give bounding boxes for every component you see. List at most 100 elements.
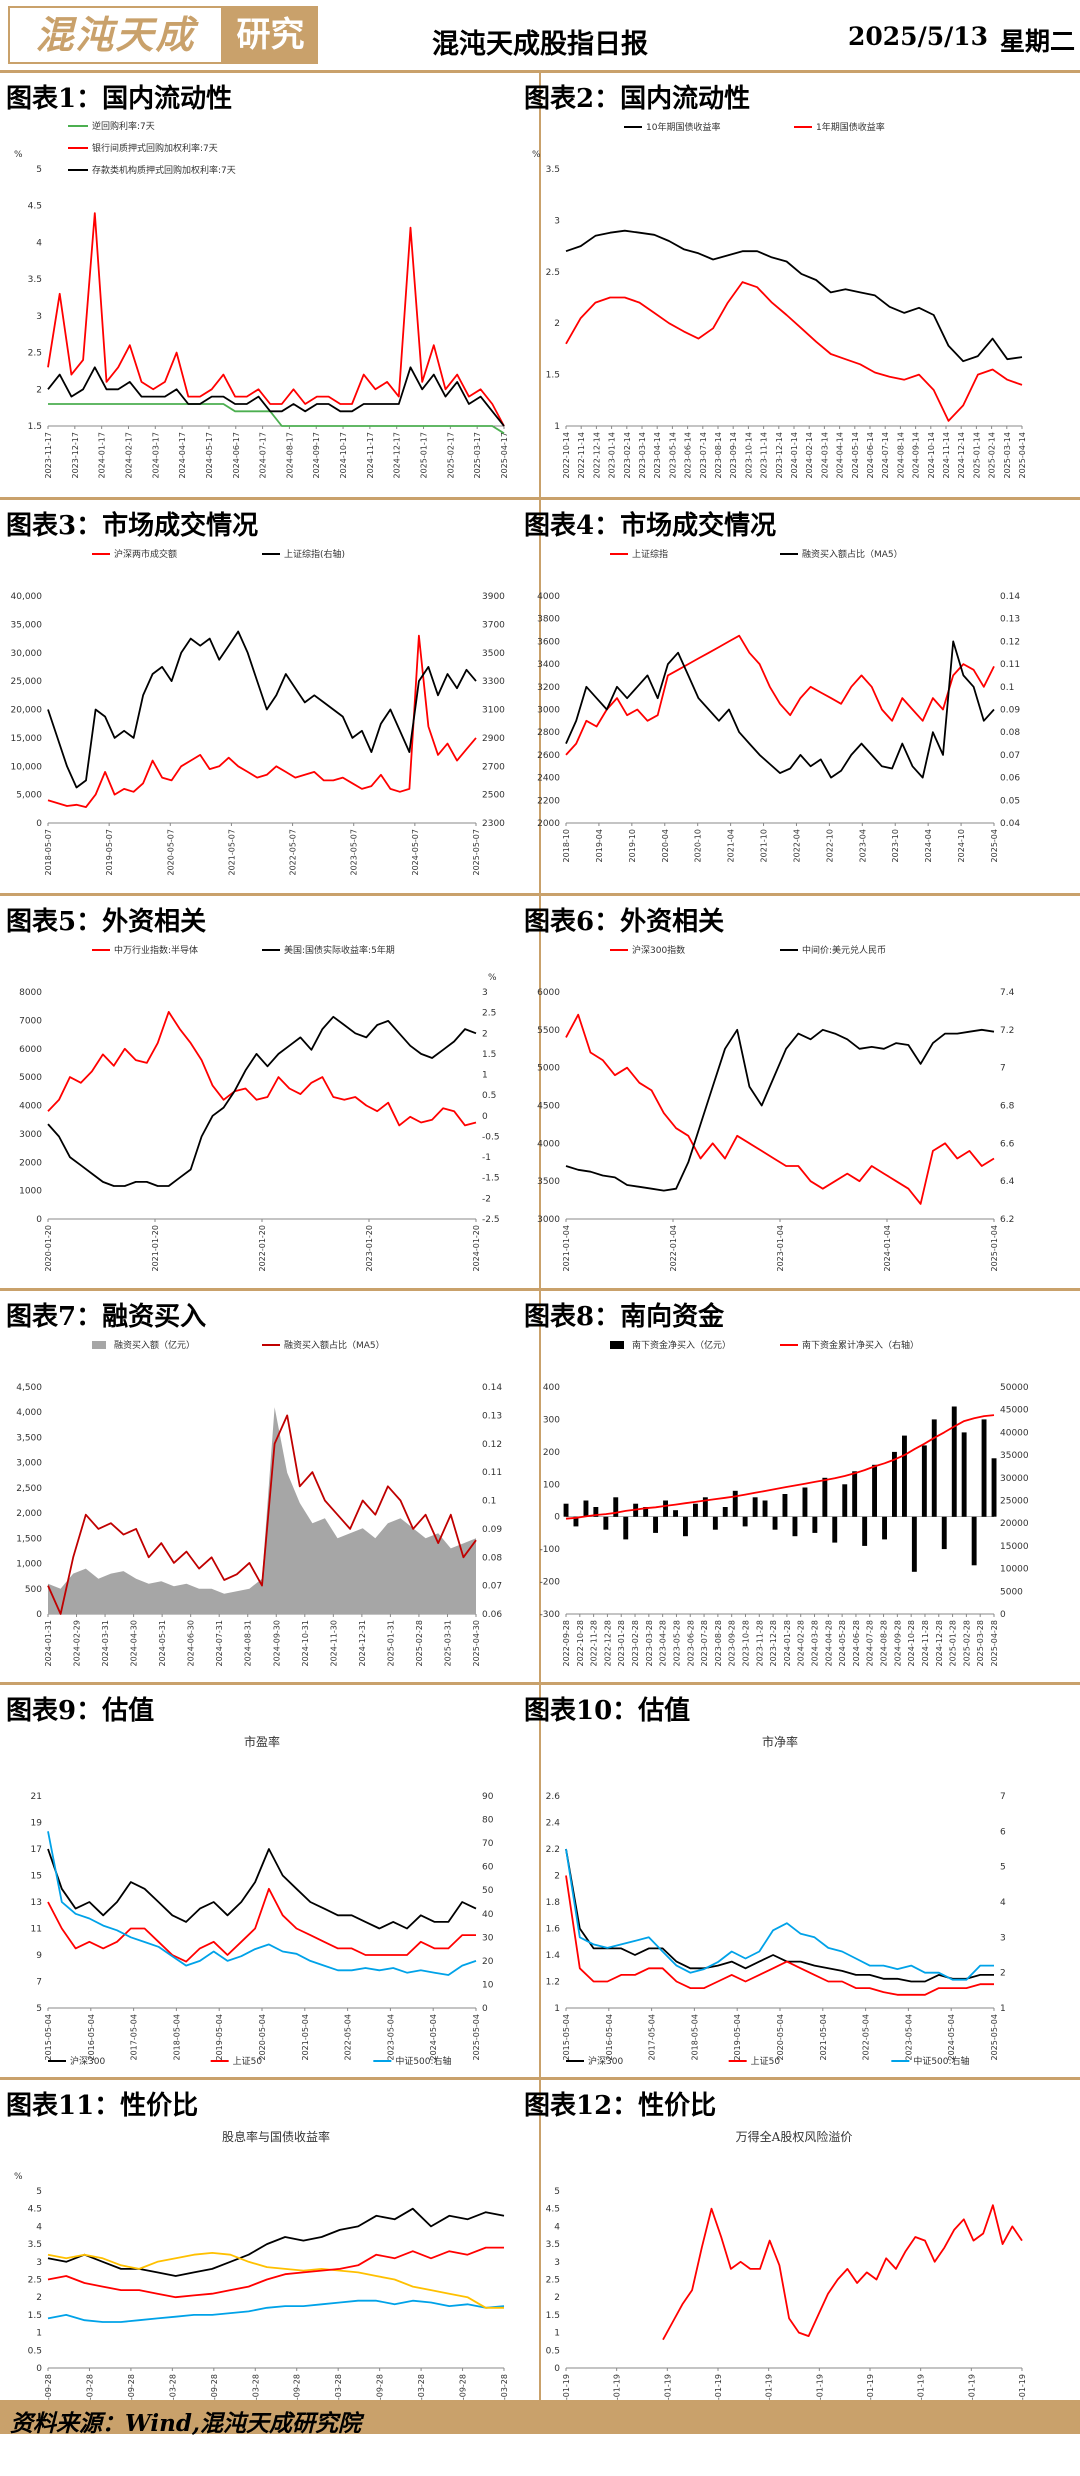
y-tick-label: 15,000	[11, 734, 43, 744]
panel-chart-4: 图表4：市场成交情况 上证综指 融资买入额占比（MA5） 2000 2200 2400 26…	[518, 501, 1036, 896]
y-tick-label-right: 5	[1000, 1863, 1006, 1873]
y-tick-label: 25,000	[11, 677, 43, 687]
panel-title: 图表2：国内流动性	[524, 84, 751, 114]
series-line	[47, 212, 505, 427]
x-tick-label: 2025-02-28	[962, 1620, 971, 1667]
y-tick-label: 1	[554, 2004, 560, 2014]
x-tick-label: 2017-05-04	[130, 2014, 139, 2061]
x-tick-label: 2023-04	[858, 829, 867, 862]
series-area	[48, 1407, 476, 1614]
y-tick-label: 1.8	[546, 1898, 561, 1908]
y-tick-label-right: 25000	[1000, 1497, 1029, 1507]
legend-label: 上证综指	[632, 548, 668, 560]
x-tick-label: 2024-11-14	[942, 432, 951, 479]
y-tick-label: 4,500	[16, 1383, 42, 1393]
series-line	[47, 634, 477, 808]
x-tick-label: 2023-06-28	[686, 1620, 695, 1667]
panel-title: 图表1：国内流动性	[6, 84, 233, 114]
y-tick-label: 3	[554, 216, 560, 226]
x-tick-label: 2023-02-14	[623, 432, 632, 479]
panel-title: 图表6：外资相关	[524, 907, 725, 937]
y-tick-label-right: 0	[482, 2004, 488, 2014]
series-line	[47, 1015, 477, 1187]
legend-label: 融资买入额占比（MA5）	[802, 548, 903, 560]
y-tick-label: 400	[543, 1383, 560, 1393]
y-tick-label-right: 3700	[482, 620, 505, 630]
x-tick-label: 2016-01-19	[562, 2374, 571, 2421]
x-tick-label: 2022-12-28	[603, 1620, 612, 1667]
x-tick-label: 2024-08-28	[880, 1620, 889, 1667]
x-tick-label: 2024-05-28	[838, 1620, 847, 1667]
y-tick-label-right: 2300	[482, 819, 505, 829]
panel-title: 图表12：性价比	[524, 2091, 717, 2121]
x-tick-label: 2022-01-19	[866, 2374, 875, 2421]
y-tick-label: 4	[554, 2222, 560, 2232]
x-tick-label: 2022-10	[825, 829, 834, 862]
y-tick-label-right: 2500	[482, 791, 505, 801]
x-tick-label: 2023-05-28	[672, 1620, 681, 1667]
y-tick-label: 3000	[19, 1130, 42, 1140]
x-tick-label: 2024-03-14	[820, 432, 829, 479]
y-tick-label: 2600	[537, 751, 560, 761]
y-tick-label: 2	[554, 2293, 560, 2303]
y-tick-label-right: 45000	[1000, 1406, 1029, 1416]
x-tick-label: 2022-10-28	[576, 1620, 585, 1667]
x-tick-label: 2024-08-31	[244, 1620, 253, 1667]
x-tick-label: 2024-09-28	[893, 1620, 902, 1667]
bar	[862, 1516, 868, 1546]
legend-label: 沪深300	[588, 2055, 623, 2067]
panel-title: 图表11：性价比	[6, 2091, 199, 2121]
x-tick-label: 2016-05-04	[605, 2014, 614, 2061]
y-tick-label: 1,500	[16, 1534, 42, 1544]
series-line	[565, 1848, 994, 1983]
bar	[563, 1503, 569, 1517]
y-tick-label: 0	[554, 2364, 560, 2374]
bar	[613, 1497, 619, 1517]
y-tick-label: 4.5	[28, 202, 42, 212]
y-tick-label-right: 0.07	[1000, 751, 1020, 761]
y-tick-label: 4	[36, 2222, 42, 2232]
y-tick-label-right: 7.2	[1000, 1026, 1014, 1036]
x-tick-label: 2022-11-14	[577, 432, 586, 479]
x-tick-label: 2024-05-31	[158, 1620, 167, 1667]
x-tick-label: 2020-01-19	[765, 2374, 774, 2421]
y-tick-label: 15	[31, 1872, 42, 1882]
series-line	[47, 1887, 476, 1963]
y-tick-label: 2.2	[546, 1845, 560, 1855]
series-line	[565, 640, 995, 779]
chart-12: 万得全A股权风险溢价 0 0.5 1 1.5 2 2.5 3 3.5 4 4.5 5 2016-01-1…	[546, 2129, 1027, 2421]
y-tick-label: 3400	[537, 660, 560, 670]
y-tick-label: 0	[36, 2364, 42, 2374]
legend-label: 1年期国债收益率	[816, 121, 885, 133]
x-tick-label: 2024-12-28	[935, 1620, 944, 1667]
y-tick-label: 5000	[19, 1073, 42, 1083]
y-tick-label: 0	[36, 819, 42, 829]
y-tick-label: 0	[36, 1610, 42, 1620]
y-tick-label-right: 80	[482, 1816, 494, 1826]
y-tick-label: 1.5	[28, 2311, 42, 2321]
x-tick-label: 2021-04	[727, 829, 736, 862]
legend-label: 存款类机构质押式回购加权利率:7天	[92, 164, 236, 176]
x-tick-label: 2018-05-04	[172, 2014, 181, 2061]
y-tick-label: 6000	[537, 988, 560, 998]
x-tick-label: 2025-05-04	[472, 2014, 481, 2061]
y-tick-label: 2	[36, 2293, 42, 2303]
y-tick-label: 3200	[537, 683, 560, 693]
x-tick-label: 2024-09-30	[272, 1620, 281, 1667]
x-tick-label: 2023-05-14	[668, 432, 677, 479]
y-tick-label: 1	[554, 422, 560, 432]
y-tick-label: 0.5	[28, 2346, 42, 2356]
bar	[732, 1490, 738, 1517]
y-tick-label: 2.5	[546, 2276, 560, 2286]
series-line	[662, 2204, 1023, 2341]
y-tick-label-right: 2.5	[482, 1009, 496, 1019]
x-tick-label: 2024-04-17	[178, 432, 187, 479]
bar	[842, 1484, 848, 1517]
x-tick-label: 2025-02-17	[446, 432, 455, 479]
x-tick-label: 2025-01-31	[386, 1620, 395, 1667]
report-date: 2025/5/13	[848, 22, 989, 51]
x-tick-label: 2024-12-17	[393, 432, 402, 479]
bar	[742, 1516, 748, 1527]
y-tick-label-right: 10	[482, 1980, 494, 1990]
y-tick-label: 2.6	[546, 1792, 561, 1802]
